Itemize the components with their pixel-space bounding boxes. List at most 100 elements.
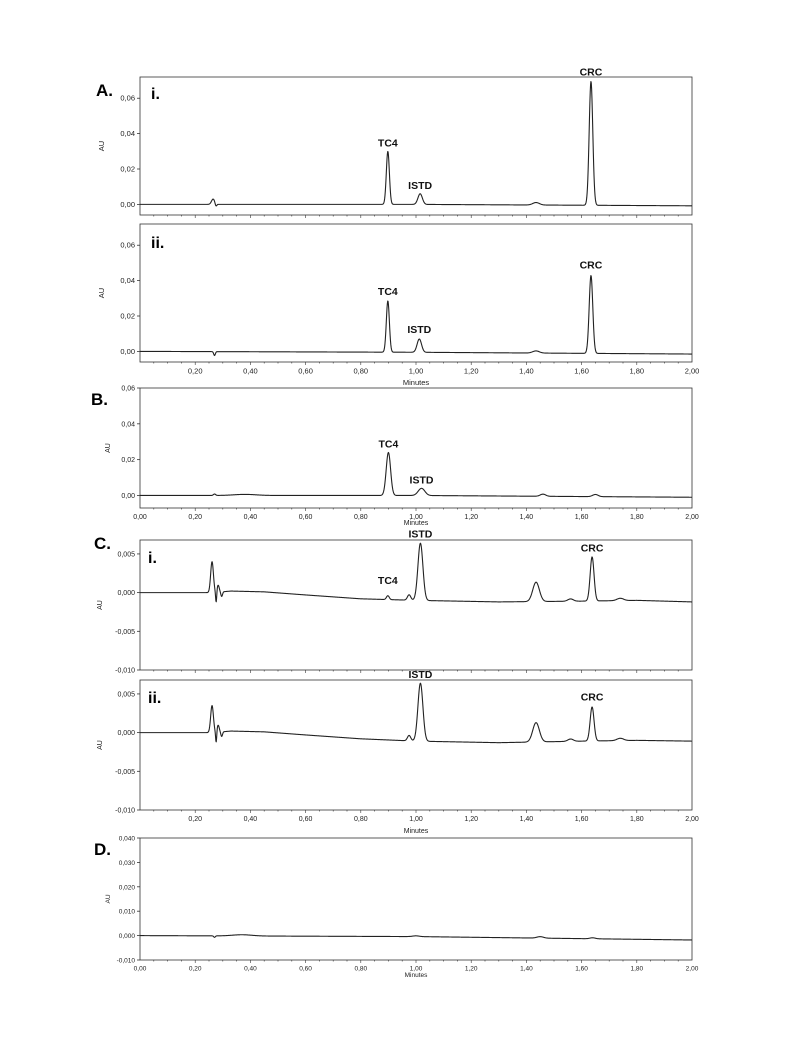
peak-label: TC4 [378, 438, 398, 450]
peak-label: CRC [580, 260, 603, 272]
x-tick-label: 0,20 [189, 966, 202, 973]
chromatogram-panel: 0,00 0,02 0,04 0,06 0,20 0,40 0,60 0,80 1,00 1,20… [97, 223, 700, 387]
section-label: B. [91, 390, 108, 409]
x-tick-label: 0,80 [354, 514, 368, 521]
x-tick-label: 1,60 [574, 367, 589, 376]
section-label: A. [96, 81, 113, 100]
x-tick-label: 0,40 [244, 816, 258, 823]
y-tick-label: 0,000 [119, 933, 136, 940]
y-tick-label: -0,005 [115, 769, 135, 776]
y-axis-title: AU [97, 600, 104, 610]
chromatogram-trace [139, 275, 693, 357]
x-tick-label: 0,00 [133, 514, 147, 521]
panel-label: i. [151, 86, 160, 103]
peak-label: CRC [580, 67, 603, 79]
x-tick-label: 0,80 [353, 367, 368, 376]
x-tick-label: 1,20 [464, 367, 479, 376]
peak-label: ISTD [410, 474, 434, 486]
plot-frame [139, 837, 693, 961]
x-tick-label: 2,00 [686, 966, 699, 973]
x-tick-label: 1,00 [409, 816, 423, 823]
x-tick-label: 1,40 [520, 816, 534, 823]
y-tick-label: 0,02 [120, 312, 135, 321]
peak-label: ISTD [408, 669, 432, 681]
peak-label: TC4 [378, 137, 398, 149]
chromatogram-panel: 0,00 0,02 0,04 0,06 AU i. TC4 ISTD CRC [97, 67, 693, 218]
x-tick-label: 1,40 [520, 966, 533, 973]
y-axis-title: AU [97, 141, 106, 151]
x-axis-title: Minutes [405, 972, 429, 979]
x-tick-label: 1,00 [409, 514, 423, 521]
y-tick-label: 0,04 [120, 129, 135, 138]
chromatogram-trace [139, 80, 693, 207]
x-tick-label: 0,60 [299, 514, 313, 521]
x-tick-label: 0,80 [354, 966, 367, 973]
peak-label: ISTD [408, 180, 432, 192]
x-tick-label: 1,80 [630, 966, 643, 973]
x-tick-label: 0,40 [243, 367, 258, 376]
x-tick-label: 1,80 [630, 816, 644, 823]
x-tick-label: 1,60 [575, 966, 588, 973]
x-tick-label: 1,60 [575, 514, 589, 521]
y-tick-label: 0,06 [120, 241, 135, 250]
x-tick-label: 1,60 [575, 816, 589, 823]
x-tick-label: 1,40 [519, 367, 534, 376]
chromatogram-panel: 0,00 0,02 0,04 0,06 0,00 0,20 0,40 0,60 0,80 1,00… [105, 386, 699, 528]
chromatogram-panel: -0,010 -0,005 0,000 0,005 AU i. TC4 ISTD CRC [97, 528, 693, 675]
x-tick-label: 1,40 [520, 514, 534, 521]
x-tick-label: 0,40 [244, 966, 257, 973]
plot-frame [139, 539, 693, 671]
plot-frame [139, 387, 693, 509]
chromatogram-trace [139, 682, 693, 744]
peak-label: TC4 [378, 286, 398, 298]
peak-label: TC4 [378, 575, 398, 587]
x-axis-title: Minutes [404, 520, 429, 527]
y-tick-label: 0,04 [121, 421, 135, 428]
x-tick-label: 1,20 [465, 966, 478, 973]
x-tick-label: 1,20 [464, 514, 478, 521]
y-tick-label: 0,00 [121, 493, 135, 500]
y-tick-label: 0,000 [117, 590, 135, 597]
y-tick-label: 0,020 [119, 884, 136, 891]
section-label: C. [94, 534, 111, 553]
peak-label: CRC [581, 542, 604, 554]
x-tick-label: 2,00 [685, 816, 699, 823]
x-tick-label: 0,80 [354, 816, 368, 823]
y-axis-title: AU [105, 894, 112, 903]
x-tick-label: 1,00 [409, 367, 424, 376]
x-tick-label: 2,00 [685, 514, 699, 521]
x-tick-label: 0,60 [299, 966, 312, 973]
x-tick-label: 1,00 [410, 966, 423, 973]
x-tick-label: 0,40 [244, 514, 258, 521]
x-tick-label: 1,80 [630, 514, 644, 521]
y-tick-label: 0,04 [120, 276, 135, 285]
chromatogram-panel: -0,010 -0,005 0,000 0,005 0,20 0,40 0,60 0,80 1,… [97, 669, 699, 835]
x-tick-label: 2,00 [685, 367, 700, 376]
y-tick-label: -0,005 [115, 629, 135, 636]
y-axis-title: AU [97, 288, 106, 298]
y-tick-label: 0,06 [121, 386, 135, 393]
y-tick-label: -0,010 [115, 808, 135, 815]
y-tick-label: 0,005 [117, 691, 135, 698]
x-tick-label: 1,80 [629, 367, 644, 376]
y-tick-label: 0,00 [120, 347, 135, 356]
x-tick-label: 0,60 [299, 816, 313, 823]
peak-label: CRC [581, 692, 604, 704]
y-tick-label: 0,02 [120, 165, 135, 174]
y-tick-label: 0,06 [120, 94, 135, 103]
x-tick-label: 0,20 [188, 367, 203, 376]
y-tick-label: 0,030 [119, 860, 136, 867]
x-tick-label: 0,20 [188, 816, 202, 823]
x-axis-title: Minutes [403, 378, 430, 387]
y-tick-label: 0,000 [117, 730, 135, 737]
y-tick-label: -0,010 [117, 958, 136, 965]
plot-frame [139, 679, 693, 811]
y-tick-label: 0,005 [117, 551, 135, 558]
y-tick-label: 0,00 [120, 200, 135, 209]
x-tick-label: 0,60 [298, 367, 313, 376]
chromatogram-trace [139, 934, 693, 941]
panel-label: ii. [151, 235, 164, 252]
chromatogram-trace [139, 451, 693, 498]
peak-label: ISTD [408, 528, 432, 540]
